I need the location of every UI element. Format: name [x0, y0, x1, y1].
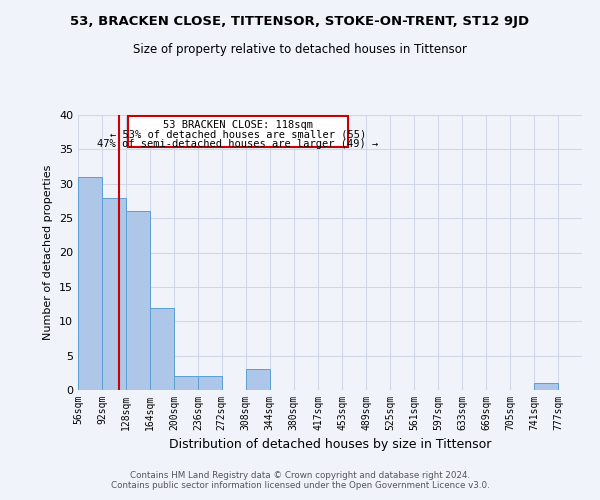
Bar — [150, 308, 174, 390]
Bar — [246, 370, 270, 390]
Bar — [198, 376, 222, 390]
X-axis label: Distribution of detached houses by size in Tittensor: Distribution of detached houses by size … — [169, 438, 491, 452]
Text: 47% of semi-detached houses are larger (49) →: 47% of semi-detached houses are larger (… — [97, 139, 379, 149]
Bar — [78, 177, 102, 390]
Text: ← 53% of detached houses are smaller (55): ← 53% of detached houses are smaller (55… — [110, 130, 366, 140]
Bar — [174, 376, 198, 390]
Text: 53, BRACKEN CLOSE, TITTENSOR, STOKE-ON-TRENT, ST12 9JD: 53, BRACKEN CLOSE, TITTENSOR, STOKE-ON-T… — [70, 15, 530, 28]
Text: 53 BRACKEN CLOSE: 118sqm: 53 BRACKEN CLOSE: 118sqm — [163, 120, 313, 130]
Bar — [102, 198, 126, 390]
FancyBboxPatch shape — [128, 116, 349, 148]
Y-axis label: Number of detached properties: Number of detached properties — [43, 165, 53, 340]
Bar — [534, 383, 558, 390]
Text: Size of property relative to detached houses in Tittensor: Size of property relative to detached ho… — [133, 42, 467, 56]
Text: Contains HM Land Registry data © Crown copyright and database right 2024.
Contai: Contains HM Land Registry data © Crown c… — [110, 470, 490, 490]
Bar — [126, 211, 150, 390]
